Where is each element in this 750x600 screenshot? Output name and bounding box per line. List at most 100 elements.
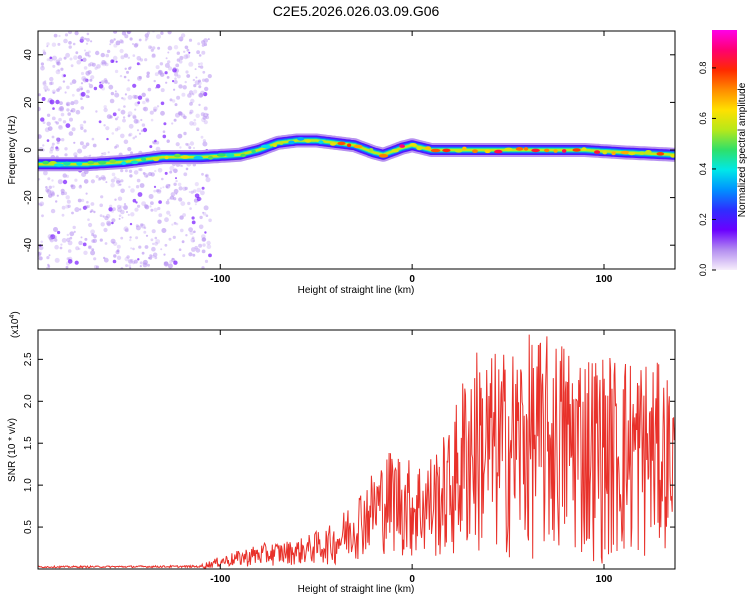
spectrogram-hotspot	[670, 154, 675, 158]
spectrogram-noise-dot	[119, 39, 124, 44]
snr-y-tick-label: 2.5	[23, 352, 34, 366]
spectrogram-noise-dot	[78, 247, 81, 251]
spectrogram-hotspot	[288, 140, 295, 145]
spectrogram-noise-dot	[90, 179, 95, 184]
colorbar-ticks: 0.0 0.2 0.4 0.6 0.8	[698, 62, 716, 276]
spectrogram-noise-dot	[80, 106, 85, 110]
spectrogram-noise-dot	[172, 80, 175, 83]
spectrogram-noise-dot	[183, 131, 187, 136]
spectrogram-noise-dot	[103, 105, 107, 109]
spectrogram-noise-dot	[156, 34, 161, 40]
spectrogram-noise-dot	[52, 91, 55, 94]
spectrogram-hotspot	[130, 160, 139, 165]
spectrogram-noise-dot	[90, 202, 95, 206]
spectrogram-noise-dot	[80, 71, 85, 76]
spectrogram-noise-dot	[58, 107, 62, 112]
spectrogram-noise-dot	[103, 257, 109, 263]
spectrogram-noise-dot	[142, 107, 147, 111]
spectrogram-noise-dot	[94, 66, 98, 70]
spectrogram-noise-dot	[130, 258, 134, 263]
spectrogram-noise-dot	[141, 201, 147, 207]
snr-y-tick-label: 1.5	[23, 436, 34, 450]
spectrogram-noise-dot	[84, 51, 90, 57]
spectrogram-noise-dot	[44, 80, 47, 83]
spectrogram-noise-dot	[144, 245, 149, 249]
spectrogram-noise-dot	[203, 205, 209, 211]
spectrogram-noise-dot	[173, 118, 177, 122]
spectrogram-noise-dot	[142, 172, 146, 175]
spectrogram-noise-dot	[149, 205, 152, 208]
spectrogram-noise-dot	[60, 188, 65, 193]
spectrogram-noise-dot	[123, 75, 127, 79]
spectrogram-hotspot	[531, 148, 540, 153]
spectrogram-noise-dot	[150, 48, 154, 52]
spectrogram-noise-dot	[124, 256, 130, 262]
spectrogram-noise-dot	[76, 88, 80, 92]
spectrogram-noise-dot	[151, 254, 155, 258]
spectrogram-hotspot	[504, 147, 513, 152]
spectrogram-noise-dot	[74, 207, 80, 213]
spectrogram-noise-dot	[129, 266, 132, 269]
spectrogram-hotspot	[638, 151, 646, 155]
spectrogram-noise-dot	[79, 36, 85, 42]
spectrogram-hotspot	[63, 161, 71, 166]
spectrogram-noise-dot	[198, 103, 201, 107]
spectrogram-noise-dot	[208, 253, 212, 258]
spectrogram-noise-dot	[90, 229, 95, 235]
spectrogram-noise-dot	[77, 198, 82, 203]
spectrogram-noise-dot	[91, 62, 96, 67]
spectrogram-noise-dot	[86, 200, 89, 204]
spectrogram-noise-dot	[50, 81, 54, 85]
spectrogram-noise-dot	[137, 258, 140, 261]
spectrogram-noise-dot	[136, 129, 140, 132]
spectrogram-noise-dot	[100, 195, 104, 199]
spectrogram-hotspot	[180, 155, 190, 159]
spectrogram-noise-dot	[95, 175, 99, 179]
spectrogram-noise-dot	[178, 248, 182, 251]
spectrogram-noise-dot	[188, 38, 193, 42]
spectrogram-noise-dot	[67, 240, 73, 246]
spectrogram-noise-dot	[167, 45, 173, 51]
spectrogram-noise-dot	[82, 144, 87, 150]
spectrogram-noise-dot	[187, 201, 191, 206]
spectrogram-noise-dot	[160, 101, 165, 106]
spectrogram-noise-dot	[58, 117, 62, 122]
spectrogram-noise-dot	[198, 243, 203, 248]
spectrogram-noise-dot	[113, 241, 118, 246]
spectrogram-noise-dot	[124, 169, 128, 173]
spectrogram-noise-dot	[101, 152, 104, 155]
spectrogram-noise-dot	[157, 219, 162, 224]
spectrogram-noise-dot	[178, 197, 183, 202]
spectrogram-noise-dot	[99, 238, 103, 242]
spectrogram-noise-dot	[192, 189, 197, 193]
spectrogram-noise-dot	[146, 31, 151, 35]
spectrogram-noise-dot	[73, 152, 78, 157]
spectrogram-noise-dot	[90, 40, 93, 43]
spectrogram-noise-dot	[59, 107, 64, 112]
spectrogram-noise-dot	[53, 33, 58, 38]
spectrogram-noise-dot	[47, 100, 50, 103]
spectrogram-noise-dot	[71, 79, 77, 84]
spectrogram-noise-dot	[137, 101, 141, 105]
spectrogram-noise-dot	[151, 246, 156, 252]
spectrogram-noise-dot	[92, 143, 97, 148]
spectrogram-noise-dot	[183, 115, 187, 120]
spectrogram-noise-dot	[73, 230, 76, 233]
spectrogram-noise-dot	[197, 62, 201, 66]
spectrogram-hotspot	[462, 146, 467, 151]
spectrogram-noise-dot	[119, 205, 123, 209]
spectrogram-noise-dot	[46, 121, 51, 127]
spectrogram-noise-dot	[194, 182, 199, 187]
spectrogram-noise-dot	[81, 172, 87, 177]
spectrogram-hotspot	[87, 160, 95, 165]
spectrogram-noise-dot	[201, 43, 205, 47]
spectrogram-hotspot	[602, 150, 608, 155]
spectrogram-noise-dot	[179, 55, 184, 61]
spectrogram-noise-dot	[89, 154, 92, 157]
spectrogram-noise-dot	[77, 148, 83, 154]
snr-y-tick-label: 1.0	[23, 478, 34, 492]
spectrogram-noise-dot	[79, 123, 84, 128]
spectrogram-noise-dot	[183, 50, 186, 53]
spectrogram-noise-dot	[189, 141, 195, 146]
spectrogram-noise-dot	[70, 101, 75, 106]
